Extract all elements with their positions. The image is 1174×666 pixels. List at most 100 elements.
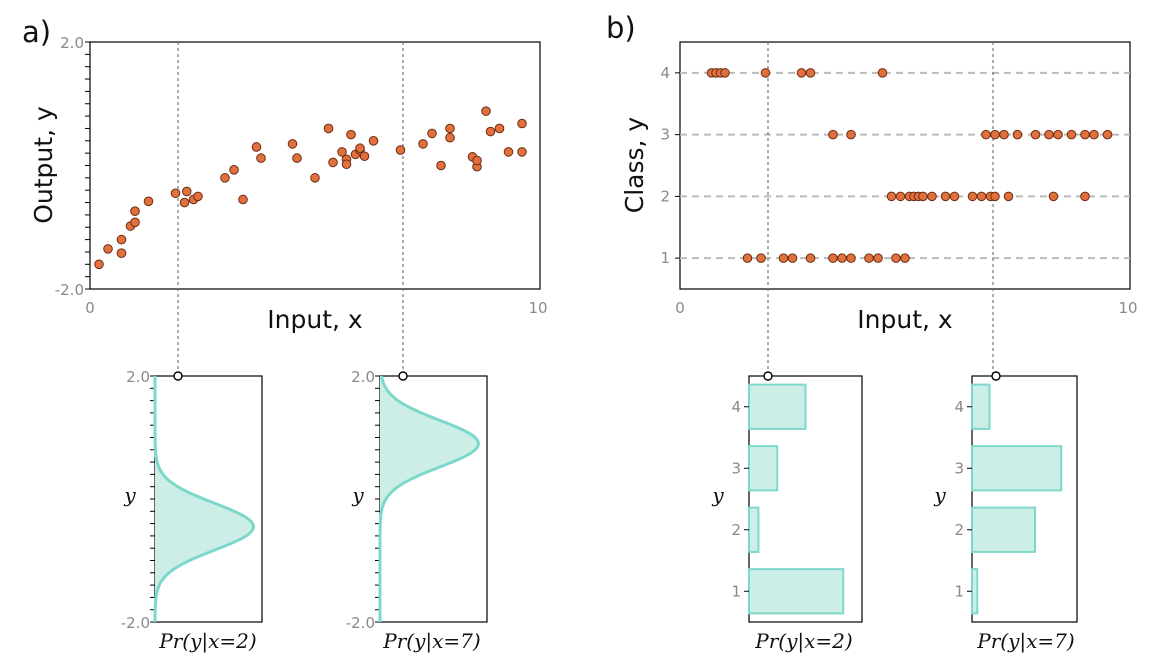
b-point xyxy=(846,129,856,140)
b-prob-x2-title: Pr(y|x=2) xyxy=(754,629,852,654)
a-point xyxy=(103,244,113,254)
a-point xyxy=(220,173,230,183)
b-prob-x7-tick-label: 3 xyxy=(954,459,964,477)
a-density-x7-curve xyxy=(378,375,480,622)
a-density-x7: 2.0 -2.0 y Pr(y|x=7) xyxy=(346,368,488,654)
b-prob-x2-tick-label: 3 xyxy=(731,459,741,477)
b-ytick-label: 4 xyxy=(660,64,670,82)
b-point xyxy=(864,253,874,263)
a-density-x2-area xyxy=(155,376,254,622)
a-density-x7-line xyxy=(378,375,480,622)
b-point xyxy=(967,191,978,202)
b-point xyxy=(873,253,883,263)
b-xlabel: Input, x xyxy=(857,305,952,334)
a-density-x7-area xyxy=(380,376,479,622)
b-point xyxy=(886,191,897,202)
b-point xyxy=(1066,129,1077,140)
b-point xyxy=(1053,129,1063,140)
b-prob-x2-bar xyxy=(748,506,760,553)
b-point xyxy=(927,191,937,202)
a-ytick-bottom: -2.0 xyxy=(55,281,84,299)
b-point xyxy=(1012,129,1023,140)
a-point xyxy=(517,147,527,157)
b-point xyxy=(1080,191,1090,202)
panel-a-label: a) xyxy=(22,15,51,49)
b-point xyxy=(990,129,1000,140)
a-point xyxy=(328,157,338,168)
a-point xyxy=(193,191,203,202)
b-point xyxy=(742,253,753,263)
a-density-x2-ytick-top: 2.0 xyxy=(126,368,150,386)
a-density-x2-title: Pr(y|x=2) xyxy=(158,629,256,654)
a-y-minor-ticks xyxy=(85,41,90,290)
a-point xyxy=(368,136,379,146)
a-scatter-frame xyxy=(89,41,541,290)
b-point xyxy=(787,253,798,263)
a-density-x2-ylabel: y xyxy=(123,483,136,507)
b-class-frame xyxy=(679,41,1131,290)
b-class-plot: 1 2 3 4 0 10 Input, x Class, y xyxy=(620,41,1138,376)
b-point xyxy=(1030,129,1041,140)
a-scatter-plot: 2.0 -2.0 0 10 Input, x Output, y xyxy=(29,34,548,376)
b-ytick-label: 1 xyxy=(660,249,670,267)
a-ytick-top: 2.0 xyxy=(60,34,84,52)
a-point xyxy=(116,234,127,245)
b-point xyxy=(976,191,987,202)
b-prob-x2-marker xyxy=(763,371,773,381)
b-point xyxy=(1048,191,1059,202)
b-point xyxy=(1003,191,1014,202)
a-ylabel: Output, y xyxy=(29,106,58,224)
b-prob-x7-bar xyxy=(971,445,1063,492)
a-point xyxy=(229,165,239,175)
a-point xyxy=(436,160,446,171)
a-point xyxy=(292,153,302,163)
b-point xyxy=(805,68,816,78)
a-point xyxy=(94,259,104,270)
b-prob-x7-marker xyxy=(991,371,1001,381)
b-point xyxy=(720,68,730,78)
b-prob-x2-tick-label: 4 xyxy=(731,398,741,416)
a-density-x2-curve xyxy=(153,376,255,622)
b-point xyxy=(981,129,991,140)
a-density-x2-line xyxy=(153,376,255,622)
b-point xyxy=(1080,129,1090,140)
a-point xyxy=(179,197,190,208)
a-point xyxy=(130,217,140,228)
panel-b: b) 1 2 3 4 0 10 Input, x Class, y 1 2 3 4 y Pr… xyxy=(606,11,1138,654)
b-point xyxy=(846,253,856,263)
a-point xyxy=(116,248,127,258)
b-prob-x2-bar xyxy=(748,383,807,430)
a-point xyxy=(427,128,437,139)
b-prob-x7-bar xyxy=(971,568,979,615)
b-prob-x7-title: Pr(y|x=7) xyxy=(976,629,1074,654)
b-point xyxy=(796,68,807,78)
b-point xyxy=(828,253,838,263)
a-point xyxy=(355,143,365,154)
b-ytick-label: 2 xyxy=(660,187,670,205)
b-prob-x7-bars: 1 2 3 4 xyxy=(954,383,1063,615)
b-point xyxy=(1089,129,1099,140)
a-density-x2-ytick-bottom: -2.0 xyxy=(121,614,150,632)
panel-b-label: b) xyxy=(606,11,636,45)
a-xtick-right: 10 xyxy=(528,299,547,317)
a-point xyxy=(287,139,298,149)
a-point xyxy=(485,126,496,137)
b-prob-x2-ylabel: y xyxy=(711,483,724,507)
a-point xyxy=(494,123,505,134)
a-point xyxy=(143,196,154,207)
b-point xyxy=(1044,129,1054,140)
b-prob-x7-tick-label: 4 xyxy=(954,398,964,416)
a-point xyxy=(503,147,514,157)
b-prob-x7-tick-label: 2 xyxy=(954,521,964,539)
panel-a: a) 2.0 -2.0 0 10 Input, x Output, y 2.0 … xyxy=(22,15,548,654)
b-point xyxy=(900,253,910,263)
a-density-x2: 2.0 -2.0 y Pr(y|x=2) xyxy=(121,368,263,654)
b-point xyxy=(949,191,960,202)
b-prob-x7-bar xyxy=(971,383,991,430)
a-point xyxy=(445,123,455,134)
a-density-x7-ytick-top: 2.0 xyxy=(351,368,375,386)
a-point xyxy=(238,194,248,205)
b-point xyxy=(877,68,888,78)
b-prob-x2-bar xyxy=(748,445,779,492)
